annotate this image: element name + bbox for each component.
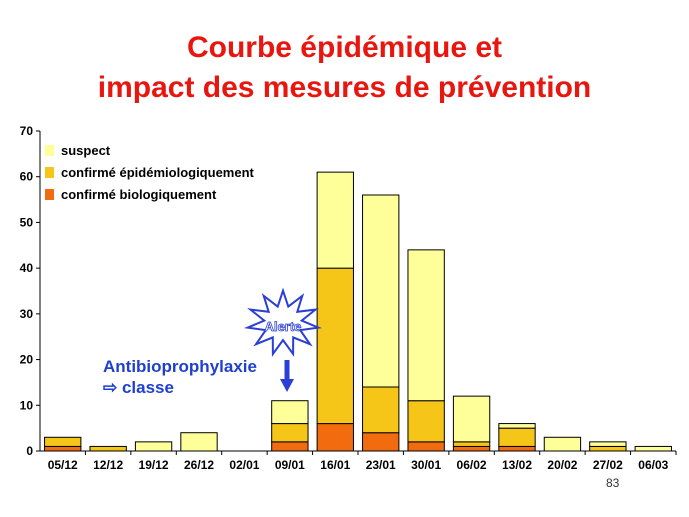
x-tick-labels: 05/12 12/12 19/12 26/12 02/01 09/01 16/01 23/01… [48,458,669,472]
bar-segment [452,445,491,452]
bar-segment [271,441,309,452]
x-tick-label: 06/03 [638,458,668,472]
legend-swatch [45,189,54,200]
x-tick-label: 02/01 [229,458,259,472]
classe-label: ⇨ classe [103,378,174,397]
bar-segment [316,423,354,452]
bar-segment [44,445,82,452]
bar-segment [362,386,400,434]
y-tick-label: 20 [20,353,34,367]
legend: suspect confirmé épidémiologiquement confi… [45,143,255,202]
y-tick-label: 70 [20,124,34,138]
x-tick-label: 27/02 [593,458,623,472]
legend-label: confirmé épidémiologiquement [61,165,255,180]
bar-segment [543,436,582,452]
y-tick-label: 0 [26,444,33,458]
legend-label: confirmé biologiquement [61,187,217,202]
chart-title-line-2: impact des mesures de prévention [97,71,592,104]
x-tick-label: 06/02 [457,458,487,472]
bar-segment [362,432,400,452]
bar-segment [589,445,627,452]
bar-segment [134,441,173,452]
y-tick-labels: 0 10 20 30 40 50 60 70 [20,124,34,458]
x-tick-label: 09/01 [275,458,305,472]
x-tick-label: 16/01 [320,458,350,472]
antibioprophylaxie-label: Antibioprophylaxie [103,357,257,376]
bar-segment [407,441,445,452]
bar-segment [180,432,218,452]
chart-title-line-1: Courbe épidémique et [186,31,503,64]
bar-segment [316,171,354,269]
y-tick-label: 60 [20,170,34,184]
bar-segment [452,441,491,447]
legend-label: suspect [61,143,111,158]
page-number: 83 [606,476,620,490]
bar-segment [44,436,82,447]
x-tick-label: 20/02 [547,458,577,472]
x-tick-label: 30/01 [411,458,441,472]
bar-segment [407,249,445,402]
bar-segment [589,441,627,447]
alert-label: Alerte [265,319,302,334]
bar-segment [271,400,309,425]
bar-segment [498,427,536,447]
bar-segment [407,400,445,443]
bar-segment [271,423,309,443]
legend-swatch [45,145,54,156]
x-tick-label: 05/12 [48,458,78,472]
x-tick-label: 26/12 [184,458,214,472]
bar-segment [362,194,400,388]
bar-segment [634,445,672,452]
bar-segment [316,267,354,425]
y-tick-label: 10 [20,398,34,412]
alert-starburst: Alerte [243,287,323,358]
y-tick-label: 50 [20,215,34,229]
y-tick-label: 30 [20,307,34,321]
bar-segment [498,423,536,429]
legend-swatch [45,167,54,178]
alert-arrow [280,360,294,392]
x-tick-label: 23/01 [366,458,396,472]
y-tick-label: 40 [20,261,34,275]
bar-segment [498,445,536,452]
x-tick-label: 19/12 [139,458,169,472]
x-tick-label: 12/12 [93,458,123,472]
bar-segment [89,445,127,452]
bar-segment [452,395,491,443]
x-tick-label: 13/02 [502,458,532,472]
bars-group [44,171,672,452]
